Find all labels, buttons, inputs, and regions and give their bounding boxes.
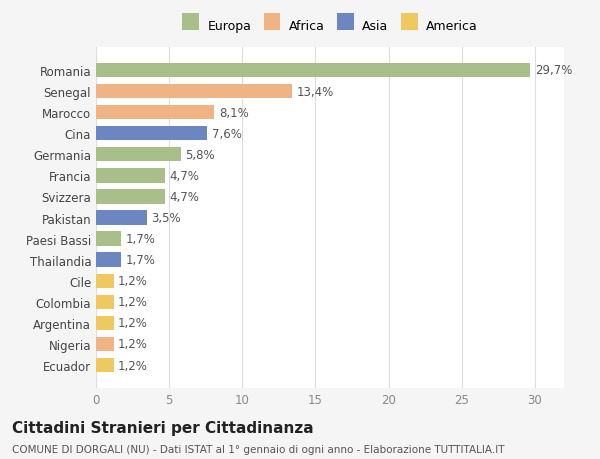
- Bar: [96, 106, 214, 120]
- Bar: [96, 190, 165, 204]
- Bar: [96, 232, 121, 246]
- Text: 1,2%: 1,2%: [118, 296, 148, 308]
- Text: 1,2%: 1,2%: [118, 317, 148, 330]
- Bar: [96, 169, 165, 183]
- Text: 4,7%: 4,7%: [169, 190, 199, 203]
- Text: 29,7%: 29,7%: [535, 64, 572, 77]
- Text: 5,8%: 5,8%: [185, 148, 215, 162]
- Text: 3,5%: 3,5%: [152, 212, 181, 224]
- Legend: Europa, Africa, Asia, America: Europa, Africa, Asia, America: [180, 17, 480, 35]
- Text: 13,4%: 13,4%: [296, 85, 334, 98]
- Text: 1,7%: 1,7%: [125, 233, 155, 246]
- Text: 1,2%: 1,2%: [118, 359, 148, 372]
- Bar: [96, 337, 113, 352]
- Text: 1,7%: 1,7%: [125, 254, 155, 267]
- Bar: [96, 127, 207, 141]
- Bar: [96, 253, 121, 267]
- Text: 8,1%: 8,1%: [219, 106, 248, 119]
- Bar: [96, 316, 113, 330]
- Bar: [96, 148, 181, 162]
- Text: 1,2%: 1,2%: [118, 338, 148, 351]
- Bar: [96, 84, 292, 99]
- Bar: [96, 274, 113, 288]
- Text: 7,6%: 7,6%: [212, 128, 241, 140]
- Text: Cittadini Stranieri per Cittadinanza: Cittadini Stranieri per Cittadinanza: [12, 420, 314, 435]
- Text: 4,7%: 4,7%: [169, 169, 199, 182]
- Text: COMUNE DI DORGALI (NU) - Dati ISTAT al 1° gennaio di ogni anno - Elaborazione TU: COMUNE DI DORGALI (NU) - Dati ISTAT al 1…: [12, 444, 505, 454]
- Bar: [96, 358, 113, 372]
- Bar: [96, 64, 530, 78]
- Text: 1,2%: 1,2%: [118, 274, 148, 288]
- Bar: [96, 295, 113, 309]
- Bar: [96, 211, 147, 225]
